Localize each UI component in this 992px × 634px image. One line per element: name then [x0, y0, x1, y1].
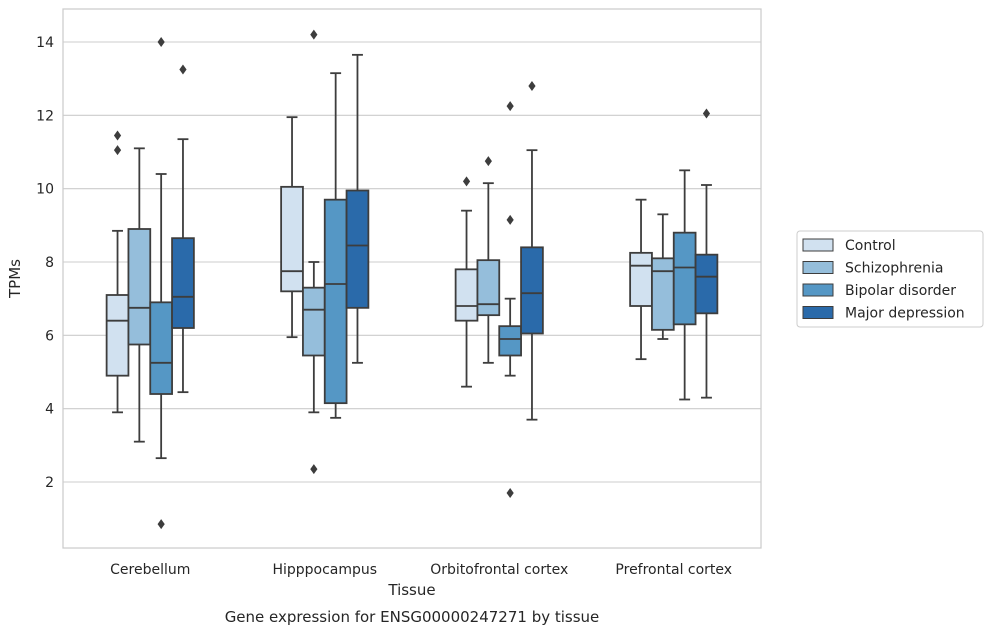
legend-label: Control	[845, 238, 896, 254]
outlier-point	[484, 156, 492, 167]
outlier-point	[506, 214, 514, 225]
x-axis-title: Tissue	[387, 581, 435, 599]
outlier-point	[506, 101, 514, 112]
y-tick-label: 8	[45, 255, 54, 271]
legend-label: Schizophrenia	[845, 261, 943, 277]
box-group	[127, 147, 152, 443]
outlier-point	[310, 464, 318, 475]
box-group	[302, 29, 326, 475]
outlier-point	[179, 64, 187, 75]
box-group	[454, 176, 479, 388]
box-iqr	[629, 251, 653, 307]
y-tick-label: 6	[45, 328, 54, 344]
outlier-point	[462, 176, 471, 187]
y-tick-label: 2	[45, 475, 54, 491]
box-iqr	[302, 286, 326, 357]
box-group	[345, 53, 370, 364]
legend: Control Schizophrenia Bipolar disorder Majo…	[796, 230, 984, 328]
x-tick-label: Prefrontal cortex	[615, 562, 732, 578]
outlier-point	[113, 145, 122, 156]
box-group	[498, 101, 522, 498]
x-tick-labels: Cerebellum Hipppocampus Orbitofrontal cort…	[110, 562, 732, 578]
y-tick-labels: 2 4 6 8 10 12 14	[36, 35, 54, 491]
legend-swatch	[802, 261, 834, 274]
outlier-point	[310, 29, 318, 40]
box-iqr	[149, 301, 173, 395]
outlier-point	[113, 130, 122, 141]
box-iqr	[694, 253, 719, 315]
box-iqr	[520, 246, 544, 335]
x-tick-label: Hipppocampus	[272, 562, 377, 578]
box-group	[149, 37, 173, 530]
box-group	[520, 81, 544, 421]
box-iqr	[454, 268, 479, 322]
box-group	[323, 72, 348, 419]
box-group	[476, 156, 501, 364]
outlier-point	[702, 108, 711, 119]
y-axis-title: TPMs	[6, 259, 24, 299]
chart-caption: Gene expression for ENSG00000247271 by t…	[225, 608, 600, 626]
box-iqr	[323, 198, 348, 405]
x-tick-label: Orbitofrontal cortex	[430, 562, 568, 578]
box-iqr	[280, 185, 304, 293]
box-iqr	[476, 259, 501, 317]
outlier-point	[157, 519, 165, 530]
box-iqr	[345, 189, 370, 309]
legend-label: Bipolar disorder	[845, 283, 956, 299]
y-tick-label: 12	[36, 108, 54, 124]
legend-swatch	[802, 306, 834, 319]
box-group	[694, 108, 719, 399]
box-group	[651, 213, 675, 340]
box-iqr	[498, 325, 522, 357]
x-tick-label: Cerebellum	[110, 562, 190, 578]
legend-swatch	[802, 283, 834, 297]
legend-label: Major depression	[845, 306, 965, 322]
plot-area-frame	[62, 8, 762, 549]
box-iqr	[105, 294, 130, 377]
y-tick-label: 4	[45, 402, 54, 418]
box-iqr	[672, 231, 697, 326]
legend-swatch	[802, 238, 834, 252]
boxes	[105, 29, 719, 530]
box-group	[280, 116, 304, 339]
y-tick-label: 14	[36, 35, 54, 51]
outlier-point	[506, 488, 514, 498]
outlier-point	[157, 37, 165, 47]
box-iqr	[171, 237, 195, 329]
legend-frame	[796, 230, 984, 328]
box-iqr	[651, 257, 675, 331]
box-group	[105, 130, 130, 414]
y-tick-label: 10	[36, 182, 54, 198]
box-group	[171, 64, 195, 394]
box-group	[672, 169, 697, 401]
box-iqr	[127, 228, 152, 346]
outlier-point	[528, 81, 536, 91]
